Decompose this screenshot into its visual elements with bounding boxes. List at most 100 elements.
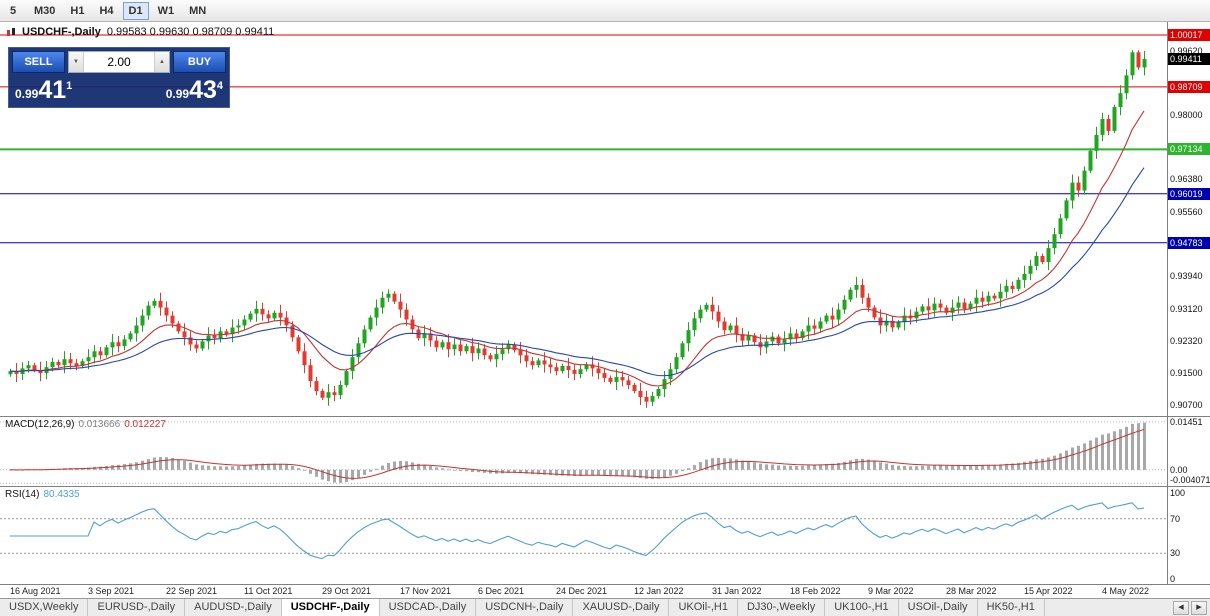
price-level-label: 0.97134 <box>1168 143 1210 155</box>
candlestick-series <box>8 50 1147 408</box>
date-label: 12 Jan 2022 <box>634 586 684 596</box>
axis-scale-label: 0.95560 <box>1170 207 1203 217</box>
macd-histogram <box>9 422 1146 483</box>
timeframe-toolbar: 5 M30 H1 H4 D1 W1 MN <box>0 0 1210 22</box>
axis-scale-label: 0.00 <box>1170 465 1188 475</box>
chart-tab-dj30-weekly[interactable]: DJ30-,Weekly <box>738 599 826 616</box>
chart-tab-usdx-weekly[interactable]: USDX,Weekly <box>0 599 89 616</box>
chart-tab-xauusd-daily[interactable]: XAUUSD-,Daily <box>573 599 670 616</box>
one-click-trading-widget: SELL ▼ 2.00 ▲ BUY 0.99 41 1 0.99 43 4 <box>8 47 230 108</box>
chart-tab-usdcad-daily[interactable]: USDCAD-,Daily <box>380 599 477 616</box>
buy-button[interactable]: BUY <box>173 51 226 73</box>
chart-title: USDCHF-,Daily 0.99583 0.99630 0.98709 0.… <box>6 26 274 38</box>
buy-price-point: 4 <box>216 80 223 92</box>
date-label: 6 Dec 2021 <box>478 586 525 596</box>
price-level-label: 0.99411 <box>1168 53 1210 65</box>
sell-price-point: 1 <box>66 80 73 92</box>
chart-tab-usoil-daily[interactable]: USOil-,Daily <box>899 599 978 616</box>
macd-label: MACD(12,26,9) 0.013666 0.012227 <box>5 419 170 430</box>
chart-tab-uk100-h1[interactable]: UK100-,H1 <box>825 599 899 616</box>
axis-scale-label: 70 <box>1170 514 1181 524</box>
timeframe-button-d1[interactable]: D1 <box>122 1 149 20</box>
axis-scale-label: 0.01451 <box>1170 417 1203 427</box>
date-label: 9 Mar 2022 <box>868 586 914 596</box>
sell-button[interactable]: SELL <box>12 51 65 73</box>
price-chart-svg[interactable] <box>0 22 1167 416</box>
date-label: 17 Nov 2021 <box>400 586 452 596</box>
chart-symbol-period: USDCHF-,Daily <box>22 26 101 38</box>
timeframe-button-h4[interactable]: H4 <box>93 2 119 20</box>
date-label: 4 May 2022 <box>1102 586 1150 596</box>
chart-tab-usdchf-daily[interactable]: USDCHF-,Daily <box>281 599 380 616</box>
volume-decrease-button[interactable]: ▼ <box>69 52 84 72</box>
axis-scale-label: 0.93940 <box>1170 271 1203 281</box>
timeframe-button-5[interactable]: 5 <box>1 2 25 20</box>
date-label: 3 Sep 2021 <box>88 586 135 596</box>
axis-scale-label: -0.004071 <box>1170 475 1210 485</box>
macd-axis: 0.01451 0.00 -0.004071 <box>1167 417 1210 486</box>
rsi-indicator-panel: RSI(14) 80.4335 100 70 30 0 <box>0 486 1210 584</box>
trade-prices-row: 0.99 41 1 0.99 43 4 <box>12 73 226 104</box>
sell-price-prefix: 0.99 <box>15 87 39 101</box>
date-label: 28 Mar 2022 <box>946 586 997 596</box>
buy-price-pips: 43 <box>189 76 217 104</box>
chart-tab-bar: USDX,Weekly EURUSD-,Daily AUDUSD-,Daily USD… <box>0 598 1210 616</box>
date-label: 11 Oct 2021 <box>244 586 293 596</box>
timeframe-button-h1[interactable]: H1 <box>64 2 90 20</box>
rsi-label: RSI(14) 80.4335 <box>5 489 84 500</box>
buy-price: 0.99 43 4 <box>166 74 223 104</box>
axis-scale-label: 0.99620 <box>1170 46 1203 56</box>
time-axis[interactable]: 16 Aug 2021 3 Sep 2021 22 Sep 2021 11 Oct 2… <box>0 584 1210 598</box>
volume-increase-button[interactable]: ▲ <box>154 52 169 72</box>
rsi-name: RSI(14) <box>5 489 40 500</box>
axis-scale-label: 0 <box>1170 574 1176 584</box>
date-label: 29 Oct 2021 <box>322 586 372 596</box>
volume-value[interactable]: 2.00 <box>107 55 131 69</box>
axis-scale-label: 100 <box>1170 488 1186 498</box>
ema-slow-line <box>9 167 1145 377</box>
chart-tab-eurusd-daily[interactable]: EURUSD-,Daily <box>88 599 186 616</box>
rsi-chart-svg[interactable] <box>0 487 1167 585</box>
rsi-line <box>10 502 1145 560</box>
tabs-scroll-right-button[interactable]: ▶ <box>1191 600 1207 615</box>
volume-stepper[interactable]: ▼ 2.00 ▲ <box>68 51 170 73</box>
sell-price: 0.99 41 1 <box>15 74 72 104</box>
date-label: 24 Dec 2021 <box>556 586 608 596</box>
date-label: 16 Aug 2021 <box>10 586 61 596</box>
axis-scale-label: 0.92320 <box>1170 336 1203 346</box>
timeframe-button-m30[interactable]: M30 <box>28 2 61 20</box>
timeframe-button-w1[interactable]: W1 <box>152 2 181 20</box>
chart-tab-usdcnh-daily[interactable]: USDCNH-,Daily <box>476 599 574 616</box>
price-level-label: 0.94783 <box>1168 237 1210 249</box>
sell-price-pips: 41 <box>38 76 67 104</box>
trade-buttons-row: SELL ▼ 2.00 ▲ BUY <box>12 51 226 73</box>
chart-tab-audusd-daily[interactable]: AUDUSD-,Daily <box>185 599 282 616</box>
tabs-scroll-left-button[interactable]: ◀ <box>1173 600 1189 615</box>
date-label: 15 Apr 2022 <box>1024 586 1073 596</box>
date-label: 31 Jan 2022 <box>712 586 762 596</box>
rsi-axis: 100 70 30 0 <box>1167 487 1210 584</box>
timeframe-button-mn[interactable]: MN <box>183 2 212 20</box>
date-label: 18 Feb 2022 <box>790 586 841 596</box>
rsi-value: 80.4335 <box>43 489 80 500</box>
axis-scale-label: 0.90700 <box>1170 400 1203 410</box>
chart-tab-hk50-h1[interactable]: HK50-,H1 <box>978 599 1045 616</box>
price-level-label: 0.96019 <box>1168 188 1210 200</box>
tab-nav: ◀ ▶ <box>1173 599 1210 616</box>
chart-tab-ukoil-h1[interactable]: UKOil-,H1 <box>669 599 738 616</box>
axis-scale-label: 30 <box>1170 548 1181 558</box>
macd-name: MACD(12,26,9) <box>5 419 75 430</box>
chart-tabs: USDX,Weekly EURUSD-,Daily AUDUSD-,Daily USD… <box>0 599 1045 616</box>
macd-signal-line <box>9 429 1145 479</box>
price-axis[interactable]: 0.996200.980000.971800.963800.955600.939… <box>1167 22 1210 416</box>
price-chart-panel: USDCHF-,Daily 0.99583 0.99630 0.98709 0.… <box>0 22 1210 416</box>
ema-fast-line <box>9 110 1145 387</box>
chart-ohlc-values: 0.99583 0.99630 0.98709 0.99411 <box>106 26 275 38</box>
macd-indicator-panel: MACD(12,26,9) 0.013666 0.012227 0.01451 0.0… <box>0 416 1210 486</box>
macd-signal-value: 0.012227 <box>124 419 166 430</box>
macd-chart-svg[interactable] <box>0 417 1167 487</box>
price-level-label: 1.00017 <box>1168 29 1210 41</box>
buy-price-prefix: 0.99 <box>165 87 190 101</box>
axis-scale-label: 0.98000 <box>1170 110 1203 120</box>
